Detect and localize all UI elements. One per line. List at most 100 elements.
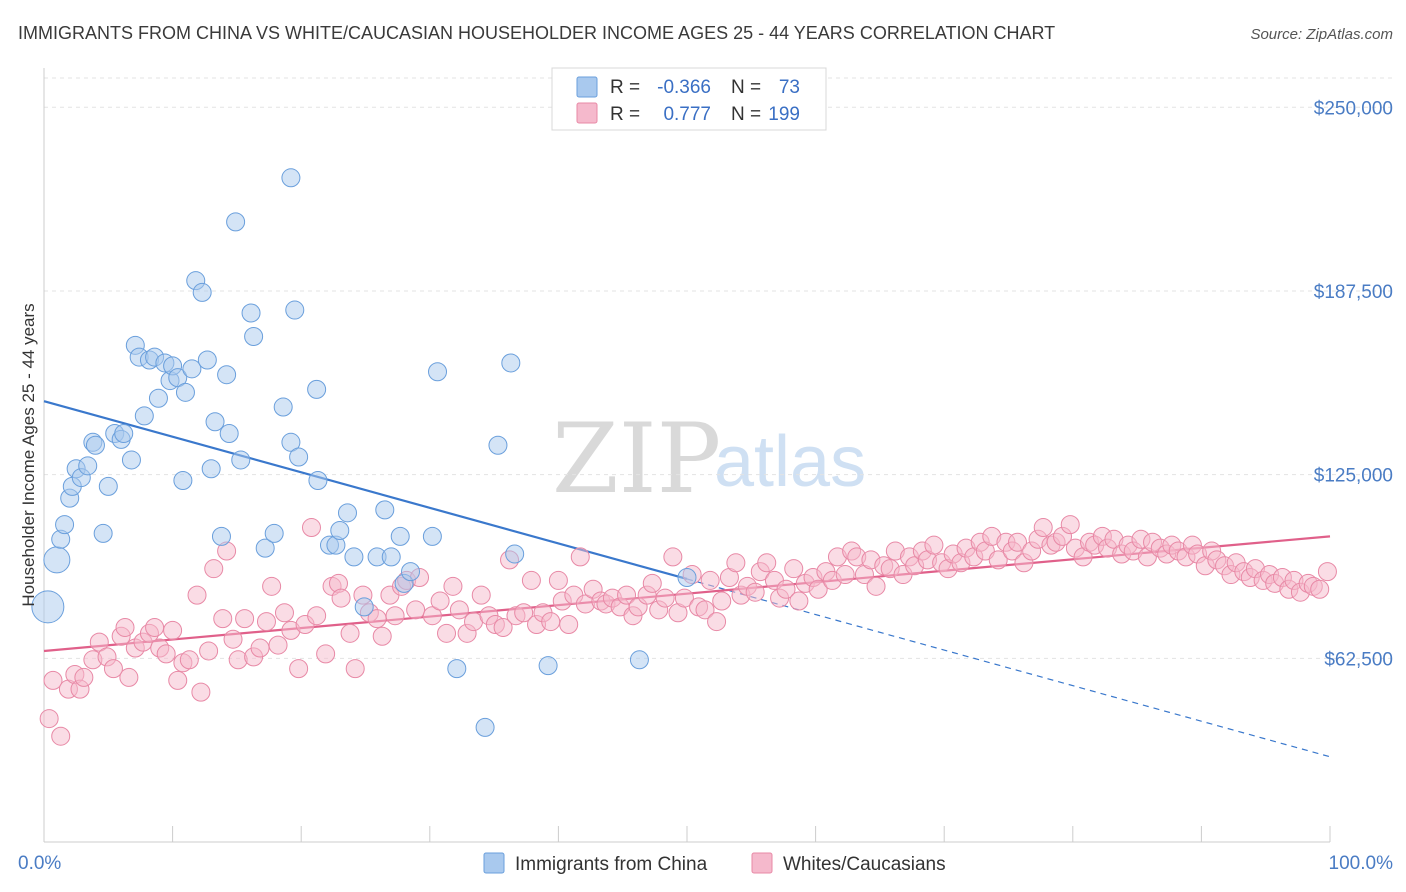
china-point (677, 567, 697, 587)
china-point (31, 590, 65, 624)
china-point (289, 447, 309, 467)
china-point (192, 282, 212, 302)
white-point (51, 726, 71, 746)
legend-r-value-white: 0.777 (663, 104, 711, 125)
china-point (281, 432, 301, 452)
white-point (866, 576, 886, 596)
china-point (273, 397, 293, 417)
white-point (163, 620, 183, 640)
white-point (1033, 518, 1053, 538)
china-point (344, 547, 364, 567)
white-point (301, 518, 321, 538)
china-point (390, 526, 410, 546)
china-point (285, 300, 305, 320)
points-layer (31, 168, 1337, 746)
white-point (345, 659, 365, 679)
white-point (559, 615, 579, 635)
white-point (307, 606, 327, 626)
watermark-zip: ZIP (552, 403, 721, 515)
legend-swatch-white (576, 102, 598, 124)
legend-r-label-white: R = (610, 104, 640, 125)
white-point (570, 547, 590, 567)
china-point (241, 303, 261, 323)
china-point (428, 362, 448, 382)
white-point (228, 650, 248, 670)
white-point (274, 603, 294, 623)
white-point (262, 576, 282, 596)
china-point (217, 365, 237, 385)
china-point (85, 435, 105, 455)
legend-n-label-china: N = (731, 77, 761, 98)
watermark-atlas: atlas (714, 422, 866, 502)
china-point (78, 456, 98, 476)
white-point (199, 641, 219, 661)
white-point (256, 612, 276, 632)
china-point (354, 597, 374, 617)
legend-swatch-china (576, 76, 598, 98)
white-point (430, 591, 450, 611)
white-point (443, 576, 463, 596)
white-point (988, 550, 1008, 570)
white-point (179, 650, 199, 670)
legend-n-value-white: 199 (768, 104, 800, 125)
china-point (422, 526, 442, 546)
china-point (168, 368, 188, 388)
white-point (521, 570, 541, 590)
white-point (406, 600, 426, 620)
white-point (655, 588, 675, 608)
white-point (115, 617, 135, 637)
china-point (43, 546, 71, 574)
china-point (231, 450, 251, 470)
white-point (695, 600, 715, 620)
x-tick-label-end: 100.0% (1329, 853, 1394, 874)
white-point (745, 582, 765, 602)
y-tick-label: $250,000 (1314, 98, 1393, 119)
white-point (89, 632, 109, 652)
legend-r-label-china: R = (610, 77, 640, 98)
china-point (475, 717, 495, 737)
china-point (255, 538, 275, 558)
white-point (204, 559, 224, 579)
china-point (501, 353, 521, 373)
china-point (264, 523, 284, 543)
stats-legend-box (551, 67, 827, 131)
white-point (1060, 515, 1080, 535)
white-point (924, 535, 944, 555)
white-point (385, 606, 405, 626)
legend-n-label-white: N = (731, 104, 761, 125)
series-legend-swatch-china (483, 852, 505, 874)
china-point (93, 523, 113, 543)
white-point (471, 585, 491, 605)
grid-layer (44, 77, 1393, 659)
china-point (244, 327, 264, 347)
white-point (1310, 579, 1330, 599)
white-point (331, 588, 351, 608)
white-point (103, 659, 123, 679)
china-point (401, 562, 421, 582)
white-point (422, 606, 442, 626)
china-point (173, 471, 193, 491)
white-point (289, 659, 309, 679)
china-point (55, 515, 75, 535)
y-tick-label: $62,500 (1324, 649, 1393, 670)
china-point (330, 520, 350, 540)
white-point (168, 670, 188, 690)
china-point (281, 168, 301, 188)
series-legend-swatch-white (751, 852, 773, 874)
white-point (789, 591, 809, 611)
white-point (437, 623, 457, 643)
white-point (1008, 532, 1028, 552)
white-point (642, 573, 662, 593)
white-point (712, 591, 732, 611)
china-point (175, 382, 195, 402)
china-point (226, 212, 246, 232)
white-point (449, 600, 469, 620)
series-legend-label-white: Whites/Caucasians (783, 854, 946, 875)
white-point (493, 617, 513, 637)
white-point (548, 570, 568, 590)
china-point (201, 459, 221, 479)
white-point (235, 609, 255, 629)
china-point (538, 656, 558, 676)
